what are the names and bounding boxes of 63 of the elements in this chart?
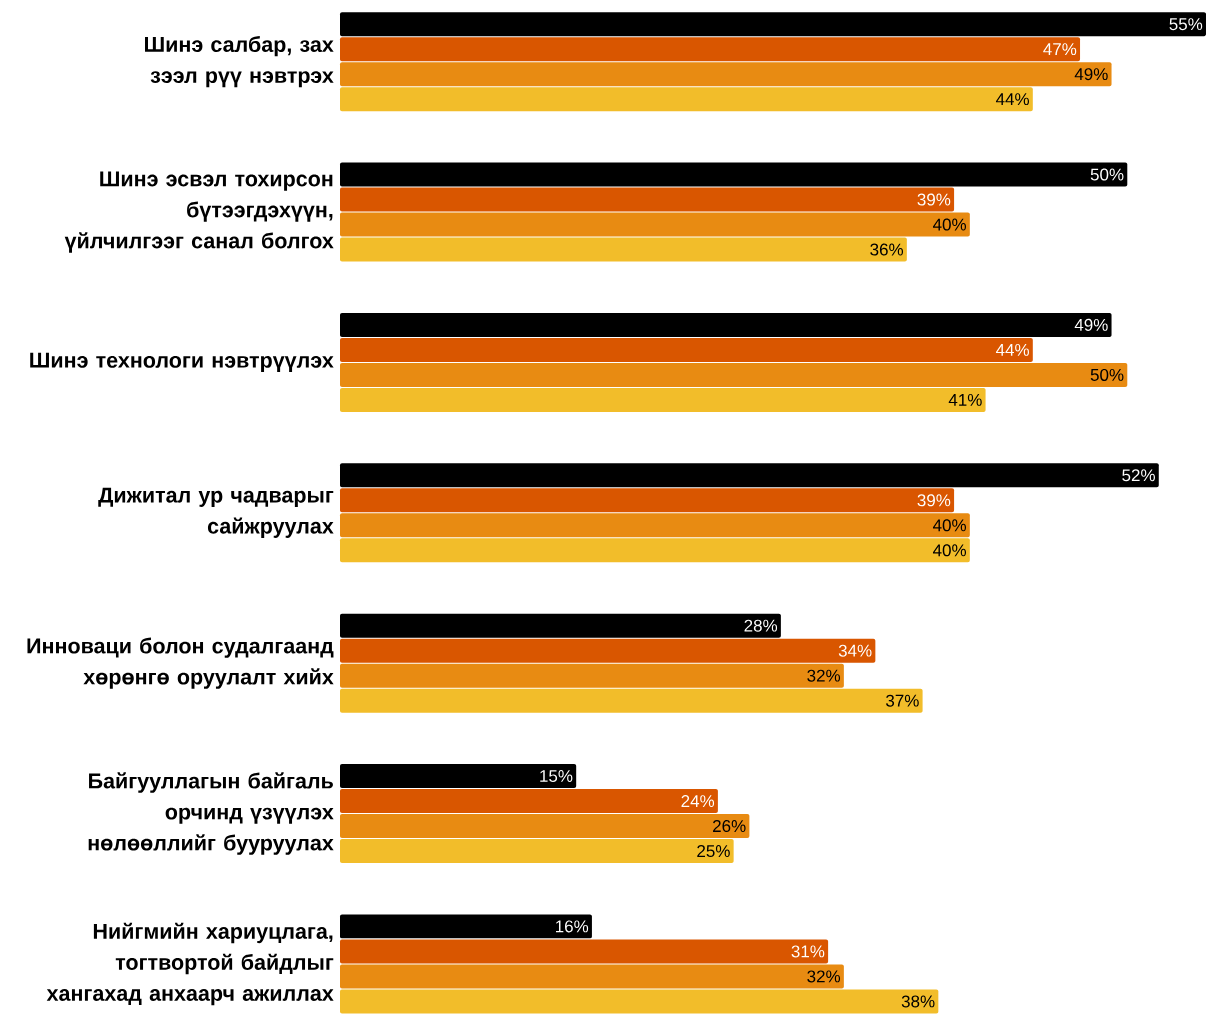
- data-label: 39%: [917, 193, 951, 206]
- y-tick-label: Шинэ технологи нэвтрүүлэх: [30, 352, 334, 373]
- y-tick-label: Шинэ салбар, зах зээл рүү нэвтрэх: [145, 36, 334, 88]
- data-label: 49%: [1074, 318, 1108, 331]
- bar: [340, 513, 970, 538]
- data-label: 31%: [791, 945, 825, 958]
- bar: [340, 37, 1081, 62]
- data-label: 37%: [886, 694, 919, 707]
- data-label: 25%: [697, 845, 730, 858]
- data-label: 40%: [932, 544, 967, 557]
- data-label: 28%: [744, 619, 778, 632]
- bar: [340, 237, 907, 262]
- data-label: 39%: [917, 494, 951, 507]
- bar: [340, 62, 1112, 87]
- bar: [340, 914, 592, 939]
- y-tick-label: Нийгмийн хариуцлага, тогтвортой байдлыг хангахад анхаарч ажиллах: [46, 922, 334, 1006]
- data-label: 52%: [1122, 469, 1155, 482]
- data-label: 36%: [870, 243, 904, 256]
- data-label: 44%: [995, 93, 1029, 106]
- data-label: 40%: [932, 519, 967, 532]
- data-label: 50%: [1090, 368, 1124, 381]
- data-label: 49%: [1074, 68, 1108, 81]
- data-label: 16%: [556, 920, 589, 933]
- bar: [340, 337, 1033, 362]
- y-tick-label: Шинэ эсвэл тохирсон бүтээгдэхүүн, үйлчилгээг санал болгох: [64, 171, 334, 253]
- data-label: 34%: [838, 644, 872, 657]
- bar: [340, 613, 781, 638]
- bar: [340, 939, 829, 964]
- bar: [340, 789, 718, 814]
- y-tick-label: Дижитал ур чадварыг сайжруулах: [98, 487, 334, 538]
- bar: [340, 688, 923, 713]
- bar: [340, 162, 1128, 187]
- bar: [340, 764, 577, 789]
- bar: [340, 814, 750, 839]
- data-label: 26%: [713, 820, 746, 833]
- bar: [340, 638, 876, 663]
- bar: [340, 212, 970, 237]
- bar: [340, 663, 844, 688]
- bar: [340, 12, 1206, 37]
- bar: [340, 488, 955, 513]
- data-label: 15%: [540, 770, 573, 782]
- bar: [340, 387, 986, 412]
- data-label: 32%: [807, 669, 841, 682]
- bar: [340, 463, 1159, 488]
- bar: [340, 964, 844, 989]
- y-tick-label: Байгууллагын байгаль орчинд үзүүлэх нөлөөллийг бууруулах: [88, 772, 334, 855]
- bar: [340, 187, 955, 212]
- data-label: 38%: [901, 995, 935, 1008]
- data-label: 50%: [1090, 168, 1124, 181]
- data-label: 55%: [1169, 18, 1203, 31]
- bar: [340, 839, 734, 864]
- data-label: 41%: [948, 393, 982, 406]
- data-label: 24%: [681, 795, 715, 807]
- bar: [340, 538, 970, 563]
- bar: [340, 362, 1128, 387]
- bar: [340, 87, 1033, 112]
- data-label: 40%: [932, 218, 967, 231]
- data-label: 47%: [1043, 43, 1077, 56]
- data-label: 32%: [807, 970, 841, 983]
- bar: [340, 312, 1112, 337]
- data-label: 44%: [995, 343, 1029, 356]
- bar: [340, 989, 939, 1014]
- y-tick-label: Инноваци болон судалгаанд хөрөнгө оруулалт хийх: [27, 637, 334, 689]
